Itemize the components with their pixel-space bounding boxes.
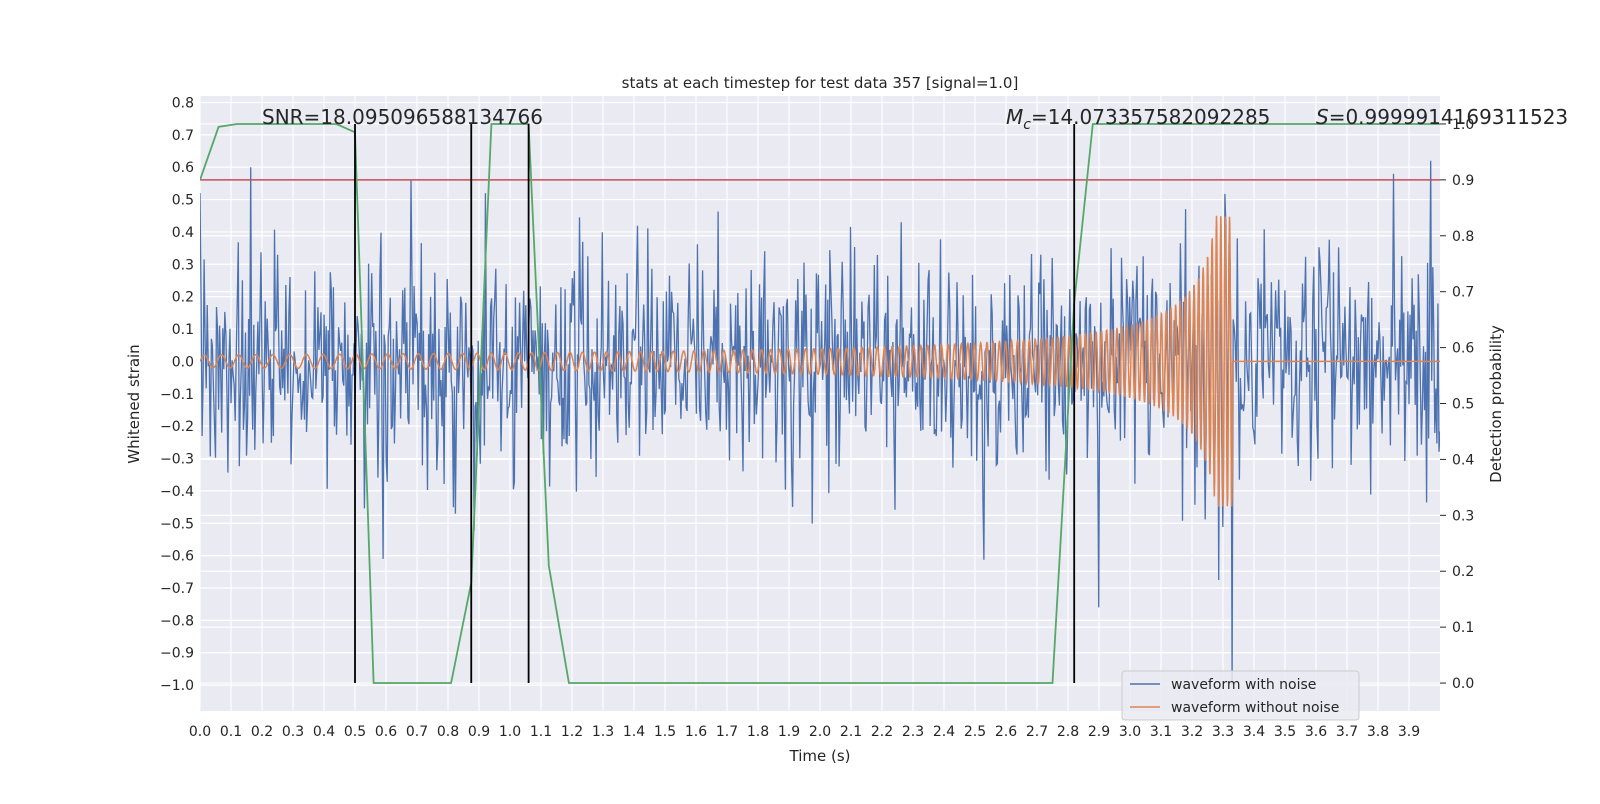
chirp-mass-symbol: M xyxy=(1006,105,1023,129)
y-tick-label: −0.4 xyxy=(160,484,194,500)
x-tick-label: 1.8 xyxy=(747,724,769,740)
y-tick-label: −0.5 xyxy=(160,516,194,532)
y-tick-label: 0.2 xyxy=(172,290,194,306)
x-tick-label: 2.7 xyxy=(1026,724,1048,740)
x-tick-label: 1.9 xyxy=(778,724,800,740)
y2-tick-label: 0.1 xyxy=(1452,620,1474,636)
y-tick-label: 0.1 xyxy=(172,322,194,338)
series-detection-probability xyxy=(200,123,1440,684)
x-tick-label: 1.0 xyxy=(499,724,521,740)
y2-tick-label: 0.5 xyxy=(1452,397,1474,413)
x-tick-label: 2.0 xyxy=(809,724,831,740)
y-tick-label: −0.7 xyxy=(160,581,194,597)
y-tick-label: 0.7 xyxy=(172,128,194,144)
x-tick-label: 1.3 xyxy=(592,724,614,740)
legend-label-noise: waveform with noise xyxy=(1171,677,1316,693)
x-tick-label: 2.3 xyxy=(902,724,924,740)
x-tick-label: 0.8 xyxy=(437,724,459,740)
y2-tick-label: 0.0 xyxy=(1452,676,1474,692)
series-layer xyxy=(200,123,1440,686)
y2-tick-label: 0.2 xyxy=(1452,564,1474,580)
y2-tick-label: 0.8 xyxy=(1452,229,1474,245)
y2-tick-label: 0.9 xyxy=(1452,173,1474,189)
x-tick-label: 2.8 xyxy=(1057,724,1079,740)
x-axis-label: Time (s) xyxy=(789,747,851,765)
x-tick-label: 3.6 xyxy=(1305,724,1327,740)
y2-axis-label: Detection probability xyxy=(1487,325,1505,483)
x-tick-label: 0.2 xyxy=(251,724,273,740)
y-tick-label: −0.6 xyxy=(160,549,194,565)
x-tick-label: 3.2 xyxy=(1181,724,1203,740)
x-tick-label: 2.2 xyxy=(871,724,893,740)
chirp-mass-annotation: Mc=14.073357582092285 xyxy=(1006,105,1270,133)
x-tick-label: 3.0 xyxy=(1119,724,1141,740)
x-tick-label: 3.8 xyxy=(1367,724,1389,740)
x-tick-label: 1.6 xyxy=(685,724,707,740)
x-axis-ticks: 0.0 0.1 0.2 0.3 0.4 0.5 0.6 0.7 0.8 0.9 1.0 1.1 1.2 1… xyxy=(189,724,1420,740)
x-tick-label: 3.5 xyxy=(1274,724,1296,740)
vertical-markers xyxy=(354,123,1076,684)
y-tick-label: 0.8 xyxy=(172,95,194,111)
chirp-mass-value: =14.073357582092285 xyxy=(1031,105,1270,129)
x-tick-label: 2.1 xyxy=(840,724,862,740)
x-tick-label: 0.0 xyxy=(189,724,211,740)
chirp-mass-subscript: c xyxy=(1023,117,1031,133)
x-tick-label: 3.9 xyxy=(1398,724,1420,740)
x-tick-label: 3.1 xyxy=(1150,724,1172,740)
score-annotation: S=0.9999914169311523 xyxy=(1316,105,1568,129)
series-waveform-without-noise xyxy=(200,215,1440,507)
score-value: =0.9999914169311523 xyxy=(1329,105,1568,129)
x-tick-label: 3.4 xyxy=(1243,724,1265,740)
x-tick-label: 1.4 xyxy=(623,724,645,740)
y-tick-label: 0.5 xyxy=(172,193,194,209)
x-tick-label: 2.5 xyxy=(964,724,986,740)
y-tick-label: 0.3 xyxy=(172,257,194,273)
y-tick-label: −0.3 xyxy=(160,452,194,468)
y-tick-label: −1.0 xyxy=(160,678,194,694)
y2-tick-label: 1.0 xyxy=(1452,117,1474,133)
x-tick-label: 0.5 xyxy=(344,724,366,740)
y-tick-label: 0.6 xyxy=(172,160,194,176)
y-tick-label: 0.0 xyxy=(172,354,194,370)
y2-axis-ticks: 0.0 0.1 0.2 0.3 0.4 0.5 0.6 0.7 0.8 0.9 1.0 xyxy=(1440,117,1474,692)
y-tick-label: −0.2 xyxy=(160,419,194,435)
y-tick-label: −0.9 xyxy=(160,646,194,662)
x-tick-label: 0.1 xyxy=(220,724,242,740)
score-symbol: S xyxy=(1316,105,1329,129)
x-tick-label: 1.7 xyxy=(716,724,738,740)
x-tick-label: 3.3 xyxy=(1212,724,1234,740)
x-tick-label: 0.6 xyxy=(375,724,397,740)
x-tick-label: 2.6 xyxy=(995,724,1017,740)
y-axis-ticks: 0.8 0.7 0.6 0.5 0.4 0.3 0.2 0.1 0.0 −0.1 −0.2 −0.3 −… xyxy=(160,95,194,694)
x-tick-label: 3.7 xyxy=(1336,724,1358,740)
y-axis-label: Whitened strain xyxy=(125,344,143,463)
legend: waveform with noise waveform without noi… xyxy=(1121,670,1360,721)
legend-label-clean: waveform without noise xyxy=(1171,700,1339,716)
chart-title: stats at each timestep for test data 357… xyxy=(622,74,1019,92)
y2-tick-label: 0.4 xyxy=(1452,452,1474,468)
x-tick-label: 2.4 xyxy=(933,724,955,740)
y-tick-label: −0.1 xyxy=(160,387,194,403)
x-tick-label: 1.1 xyxy=(530,724,552,740)
snr-annotation: SNR=18.095096588134766 xyxy=(262,105,543,129)
y2-tick-label: 0.6 xyxy=(1452,341,1474,357)
x-tick-label: 0.3 xyxy=(282,724,304,740)
y-tick-label: −0.8 xyxy=(160,613,194,629)
x-tick-label: 1.2 xyxy=(561,724,583,740)
legend-box xyxy=(1121,670,1360,721)
x-tick-label: 2.9 xyxy=(1088,724,1110,740)
x-tick-label: 0.4 xyxy=(313,724,335,740)
x-tick-label: 0.9 xyxy=(468,724,490,740)
y2-tick-label: 0.3 xyxy=(1452,508,1474,524)
y-tick-label: 0.4 xyxy=(172,225,194,241)
x-tick-label: 0.7 xyxy=(406,724,428,740)
x-tick-label: 1.5 xyxy=(654,724,676,740)
y2-tick-label: 0.7 xyxy=(1452,285,1474,301)
